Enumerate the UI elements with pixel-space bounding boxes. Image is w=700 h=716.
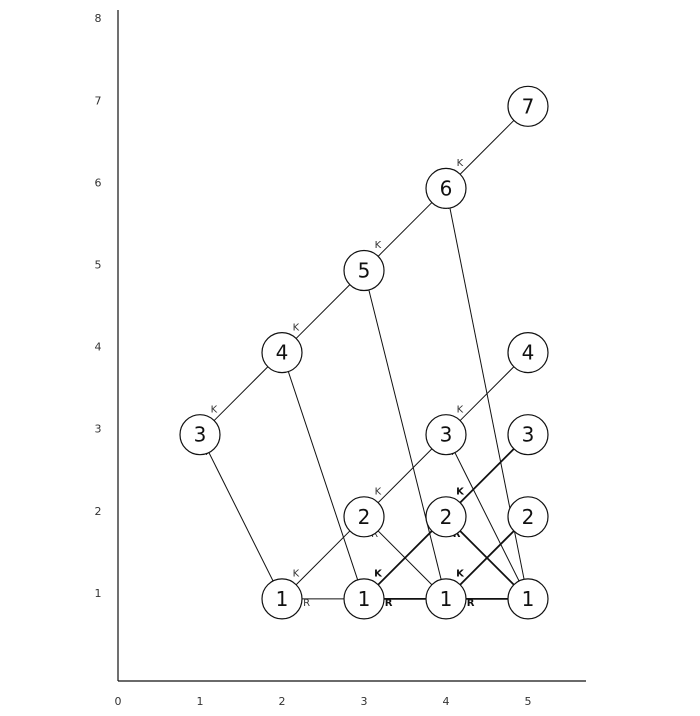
- edge-n14-n15: [459, 120, 515, 175]
- x-tick-label: 3: [361, 695, 368, 708]
- edge-marks-layer: KKKKKKKKKKRRRRRRRRRR: [201, 158, 475, 609]
- y-tick-label: 2: [95, 505, 102, 518]
- edge-n8-n1: [208, 452, 274, 582]
- node-n4: 1: [507, 578, 549, 620]
- node-label: 5: [358, 259, 371, 283]
- r-mark: R: [467, 598, 475, 609]
- node-label: 2: [522, 505, 535, 529]
- x-tick-label: 5: [525, 695, 532, 708]
- node-n9: 3: [425, 414, 467, 456]
- k-mark: K: [375, 487, 382, 498]
- k-mark: K: [457, 404, 464, 415]
- node-label: 1: [276, 587, 289, 611]
- node-label: 1: [358, 587, 371, 611]
- node-n15: 7: [507, 85, 549, 127]
- edges-layer: [208, 120, 525, 600]
- node-n8: 3: [179, 414, 221, 456]
- node-n2: 1: [343, 578, 385, 620]
- k-mark: K: [457, 158, 464, 169]
- edge-n6-n4: [459, 530, 515, 586]
- axis-ticks-layer: 0 1 2 3 4 5 1 2 3 4 5 6 7 8: [95, 12, 532, 708]
- node-label: 2: [358, 505, 371, 529]
- k-mark: K: [456, 569, 465, 580]
- y-tick-label: 7: [95, 94, 102, 107]
- k-mark: K: [375, 240, 382, 251]
- edge-n5-n3: [377, 530, 433, 586]
- node-circle: [425, 414, 467, 456]
- node-label: 4: [276, 341, 289, 365]
- y-tick-label: 3: [95, 423, 102, 436]
- edge-n9-n4: [454, 452, 520, 582]
- node-circle: [343, 496, 385, 538]
- node-label: 1: [440, 587, 453, 611]
- x-tick-label: 1: [197, 695, 204, 708]
- k-mark: K: [374, 569, 383, 580]
- k-mark: K: [293, 322, 300, 333]
- node-n10: 3: [507, 414, 549, 456]
- x-tick-label: 4: [443, 695, 450, 708]
- edge-n13-n3: [368, 289, 442, 580]
- y-tick-label: 6: [95, 176, 102, 189]
- node-n6: 2: [425, 496, 467, 538]
- edge-n1-n5: [295, 530, 351, 586]
- node-label: 3: [522, 423, 535, 447]
- k-mark: K: [293, 569, 300, 580]
- node-n7: 2: [507, 496, 549, 538]
- edge-n11-n2: [287, 371, 359, 581]
- node-n11: 4: [261, 332, 303, 374]
- node-circle: [261, 332, 303, 374]
- y-tick-label: 5: [95, 259, 102, 272]
- node-label: 7: [522, 94, 535, 118]
- node-circle: [507, 414, 549, 456]
- k-mark: K: [211, 404, 218, 415]
- edge-n11-n13: [295, 284, 351, 339]
- node-n1: 1: [261, 578, 303, 620]
- node-n13: 5: [343, 249, 385, 292]
- node-label: 3: [194, 423, 207, 447]
- y-tick-label: 8: [95, 12, 102, 25]
- node-n3: 1: [425, 578, 467, 620]
- node-circle: [507, 496, 549, 538]
- node-label: 6: [440, 176, 453, 200]
- edge-n6-n10: [459, 448, 515, 504]
- r-mark: R: [371, 529, 378, 540]
- edge-n13-n14: [377, 202, 433, 257]
- node-circle: [179, 414, 221, 456]
- node-n14: 6: [425, 167, 467, 209]
- k-mark: K: [456, 487, 465, 498]
- node-circle: [343, 578, 385, 620]
- node-circle: [425, 167, 467, 209]
- node-label: 3: [440, 423, 453, 447]
- edge-n8-n11: [213, 366, 269, 421]
- nodes-layer: 1 1 1 1 2 2 2 3 3 3 4 4 5 6 7: [179, 85, 549, 620]
- x-tick-label: 2: [279, 695, 286, 708]
- node-circle: [261, 578, 303, 620]
- node-n5: 2: [343, 496, 385, 538]
- node-circle: [507, 332, 549, 374]
- node-circle: [343, 249, 385, 292]
- y-tick-label: 4: [95, 341, 102, 354]
- node-n12: 4: [507, 332, 549, 374]
- node-circle: [507, 578, 549, 620]
- node-circle: [425, 578, 467, 620]
- node-circle: [507, 85, 549, 127]
- r-mark: R: [385, 598, 393, 609]
- y-tick-label: 1: [95, 587, 102, 600]
- r-mark: R: [453, 529, 461, 540]
- node-label: 2: [440, 505, 453, 529]
- node-circle: [425, 496, 467, 538]
- edge-n5-n9: [377, 448, 433, 504]
- r-mark: R: [303, 598, 310, 609]
- node-label: 1: [522, 587, 535, 611]
- node-label: 4: [522, 341, 535, 365]
- x-tick-label: 0: [115, 695, 122, 708]
